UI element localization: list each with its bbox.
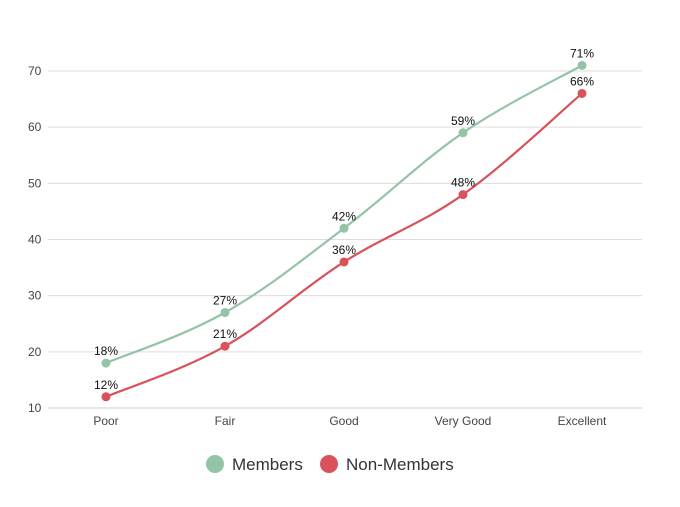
data-label: 18% xyxy=(94,344,118,358)
data-point[interactable] xyxy=(577,60,587,70)
data-label: 71% xyxy=(570,46,594,60)
y-tick-label: 10 xyxy=(28,401,42,415)
data-label: 36% xyxy=(332,243,356,257)
y-tick-label: 30 xyxy=(28,289,42,303)
legend-swatch xyxy=(206,455,224,473)
legend-swatch xyxy=(320,455,338,473)
y-tick-label: 20 xyxy=(28,345,42,359)
x-tick-label: Very Good xyxy=(435,414,492,428)
x-tick-label: Good xyxy=(329,414,358,428)
data-point[interactable] xyxy=(339,223,349,233)
data-label: 42% xyxy=(332,209,356,223)
data-label: 27% xyxy=(213,294,237,308)
data-label: 66% xyxy=(570,74,594,88)
y-tick-label: 70 xyxy=(28,64,42,78)
x-tick-label: Excellent xyxy=(558,414,607,428)
x-axis-ticks: Poor Fair Good Very Good Excellent xyxy=(93,414,607,428)
legend-label[interactable]: Members xyxy=(232,455,303,474)
data-point[interactable] xyxy=(458,190,468,200)
data-labels: 18% 27% 42% 59% 71% 12% 21% 36% 48% 66% xyxy=(94,46,594,391)
data-point[interactable] xyxy=(339,257,349,267)
data-label: 21% xyxy=(213,327,237,341)
data-point[interactable] xyxy=(220,341,230,351)
legend-label[interactable]: Non-Members xyxy=(346,455,454,474)
data-label: 12% xyxy=(94,378,118,392)
data-label: 59% xyxy=(451,114,475,128)
y-tick-label: 40 xyxy=(28,233,42,247)
legend: Members Non-Members xyxy=(206,455,454,474)
series-lines xyxy=(101,60,587,402)
data-point[interactable] xyxy=(577,88,587,98)
data-point[interactable] xyxy=(101,392,111,402)
y-axis-ticks: 10 20 30 40 50 60 70 xyxy=(28,64,42,415)
x-tick-label: Fair xyxy=(215,414,236,428)
data-point[interactable] xyxy=(101,358,111,368)
grid-lines xyxy=(48,70,642,409)
data-label: 48% xyxy=(451,176,475,190)
y-tick-label: 50 xyxy=(28,176,42,190)
x-tick-label: Poor xyxy=(93,414,118,428)
data-point[interactable] xyxy=(220,308,230,318)
data-point[interactable] xyxy=(458,128,468,138)
y-tick-label: 60 xyxy=(28,120,42,134)
